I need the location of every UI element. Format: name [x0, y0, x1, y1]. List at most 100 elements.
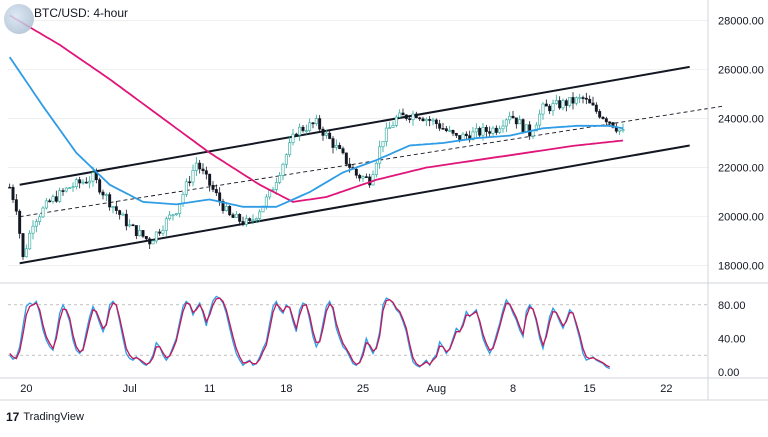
time-tick-label: Jul: [123, 383, 137, 395]
candle-body: [101, 191, 105, 196]
candle: [214, 184, 218, 196]
price-tick-label: 20000.00: [718, 212, 764, 224]
stoch-tick-label: 80.00: [718, 300, 746, 312]
candle-body: [604, 118, 608, 123]
candle: [301, 124, 305, 133]
candle: [434, 118, 438, 129]
candle: [334, 139, 338, 151]
candle: [34, 218, 38, 233]
candle-body: [551, 103, 555, 112]
tradingview-footer[interactable]: 17 TradingView: [6, 410, 84, 424]
candle: [464, 131, 468, 140]
candle-body: [481, 127, 485, 136]
candle: [361, 175, 365, 182]
candle: [54, 190, 58, 203]
candle: [58, 187, 62, 203]
candle-body: [114, 206, 118, 211]
candle: [121, 212, 125, 216]
candle-body: [111, 206, 115, 208]
candle: [601, 116, 605, 120]
candle-body: [204, 170, 208, 175]
candle-body: [424, 119, 428, 122]
candle-body: [344, 152, 348, 165]
candle: [184, 178, 188, 198]
candle: [284, 153, 288, 169]
candle-body: [621, 129, 625, 131]
candle-body: [584, 97, 588, 100]
candle: [254, 217, 258, 224]
candle: [508, 111, 512, 124]
chart-title: BTC/USD: 4-hour: [34, 6, 129, 20]
candle: [144, 235, 148, 242]
candle-body: [64, 187, 68, 192]
candle: [211, 181, 215, 192]
candle: [478, 126, 482, 138]
candle: [128, 219, 132, 228]
candle: [61, 188, 65, 196]
candle: [418, 116, 422, 121]
candle-body: [48, 200, 52, 203]
candle: [141, 230, 145, 239]
candle-body: [524, 124, 528, 132]
candle: [171, 214, 175, 221]
candle: [118, 209, 122, 220]
candle-body: [184, 181, 188, 195]
candle: [204, 166, 208, 180]
candle: [291, 128, 295, 146]
candle-body: [511, 115, 515, 119]
candle-body: [618, 129, 622, 132]
candle-body: [238, 214, 242, 222]
candle: [454, 132, 458, 138]
candle: [98, 177, 102, 195]
time-tick-label: 18: [280, 383, 292, 395]
candle-body: [588, 99, 592, 104]
time-tick-label: 20: [20, 383, 32, 395]
candle: [68, 187, 72, 189]
time-tick-label: Aug: [427, 383, 447, 395]
candle: [364, 173, 368, 178]
candle: [564, 98, 568, 112]
candle: [314, 114, 318, 126]
tradingview-logo-icon: 17: [6, 410, 20, 424]
candle-body: [321, 128, 325, 136]
candle-body: [311, 122, 315, 125]
candle: [491, 125, 495, 138]
candle-body: [504, 119, 508, 127]
candle-body: [71, 186, 75, 188]
candle: [574, 96, 578, 106]
candle: [8, 183, 12, 189]
candle: [571, 92, 575, 110]
candle-body: [88, 180, 92, 184]
candle-body: [364, 176, 368, 178]
candle-body: [534, 124, 538, 132]
candle-body: [408, 118, 412, 121]
candle: [48, 198, 52, 203]
candle: [494, 125, 498, 135]
candle: [538, 109, 542, 130]
candle-body: [298, 126, 302, 136]
candle: [451, 129, 455, 137]
candle: [344, 152, 348, 167]
candle-body: [58, 190, 62, 202]
candle-body: [531, 130, 535, 137]
candle: [138, 225, 142, 237]
candle: [444, 126, 448, 133]
candle: [221, 198, 225, 214]
time-tick-label: 25: [357, 383, 369, 395]
candle-body: [84, 181, 88, 184]
candle-body: [11, 186, 15, 200]
candle: [408, 116, 412, 123]
price-tick-label: 28000.00: [718, 15, 764, 27]
candle-body: [18, 210, 22, 234]
candle-body: [224, 205, 228, 211]
candle: [398, 109, 402, 119]
candle-body: [38, 216, 42, 222]
candle: [338, 142, 342, 150]
candle-body: [454, 132, 458, 136]
candle-body: [158, 231, 162, 234]
candle-body: [404, 114, 408, 119]
candle-body: [171, 214, 175, 217]
candle-body: [181, 194, 185, 204]
